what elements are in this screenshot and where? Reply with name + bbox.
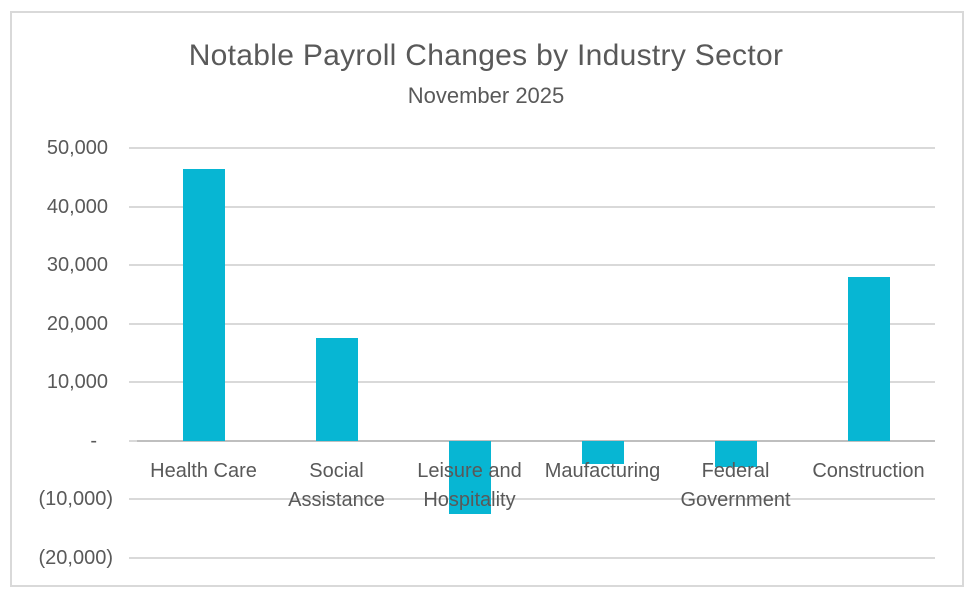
x-axis-label-federal-government: Federal Government: [680, 460, 791, 511]
bar-leisure-and-hospitality: [448, 440, 491, 515]
x-axis-label-health-care: Health Care: [150, 460, 257, 482]
gridline-10000: [137, 498, 935, 501]
y-axis-tick-label: 20,000: [46, 312, 108, 335]
y-axis-tick-label: (20,000): [38, 547, 114, 569]
gridline-40000: [137, 205, 935, 208]
y-axis-tick-label: (10,000): [38, 488, 114, 511]
gridline-50000: [137, 147, 935, 149]
y-axis-tick: [129, 205, 137, 208]
y-axis-tick: [129, 557, 137, 559]
y-axis-tick-label: 30,000: [46, 254, 108, 277]
gridline-20000: [137, 322, 935, 325]
y-axis-tick: [129, 439, 137, 442]
gridline-30000: [137, 264, 935, 267]
chart-title: Notable Payroll Changes by Industry Sect…: [188, 39, 784, 72]
y-axis-tick: [129, 147, 137, 149]
x-axis-label-construction: Construction: [812, 460, 925, 482]
x-axis-line: [137, 439, 935, 442]
y-axis-tick-label: 10,000: [46, 371, 108, 394]
x-axis-label-social-assistance: Social Assistance: [288, 460, 385, 511]
y-axis-tick: [129, 322, 137, 325]
gridline-20000: [137, 557, 935, 559]
bar-social-assistance: [315, 338, 358, 441]
gridline-10000: [137, 381, 935, 384]
bar-construction: [847, 276, 890, 441]
x-axis-label-leisure-and-hospitality: Leisure and Hospitality: [417, 460, 522, 511]
y-axis-tick: [129, 498, 137, 501]
bar-federal-government: [714, 440, 757, 468]
y-axis-tick-label: 40,000: [46, 195, 108, 218]
x-axis-label-maufacturing: Maufacturing: [544, 460, 661, 482]
bar-maufacturing: [581, 440, 624, 465]
y-axis-tick: [129, 381, 137, 384]
chart-subtitle: November 2025: [407, 83, 565, 108]
y-axis-tick-label: 50,000: [46, 137, 108, 159]
y-axis-tick: [129, 264, 137, 267]
y-axis-tick-label: -: [90, 429, 97, 452]
bar-health-care: [182, 168, 225, 441]
